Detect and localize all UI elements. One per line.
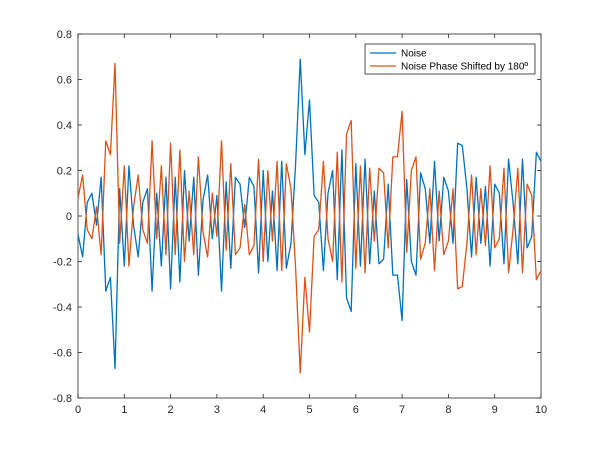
y-tick-label: 0 bbox=[66, 211, 72, 223]
series-layer bbox=[77, 58, 542, 374]
y-tick-label: -0.6 bbox=[53, 348, 72, 360]
series-line-2 bbox=[77, 62, 542, 374]
legend-label-2: Noise Phase Shifted by 180º bbox=[401, 62, 528, 73]
y-tick-label: 0.4 bbox=[57, 120, 72, 132]
plot-area bbox=[77, 33, 542, 399]
axes-box bbox=[77, 33, 542, 399]
x-tick-label: 0 bbox=[75, 404, 81, 416]
y-tick-label: -0.2 bbox=[53, 257, 72, 269]
y-tick-label: -0.4 bbox=[53, 302, 72, 314]
x-axis: 0 1 2 3 4 5 6 7 8 9 10 bbox=[75, 34, 547, 416]
x-tick-label: 2 bbox=[168, 404, 174, 416]
y-tick-label: 0.2 bbox=[57, 166, 72, 178]
x-tick-label: 10 bbox=[535, 404, 547, 416]
x-tick-label: 4 bbox=[260, 404, 266, 416]
x-tick-label: 8 bbox=[445, 404, 451, 416]
series-line-1 bbox=[77, 58, 542, 370]
y-tick-label: -0.8 bbox=[53, 393, 72, 405]
x-tick-label: 6 bbox=[353, 404, 359, 416]
legend: Noise Noise Phase Shifted by 180º bbox=[364, 43, 536, 75]
legend-box bbox=[364, 43, 536, 75]
y-tick-label: 0.6 bbox=[57, 75, 72, 87]
y-tick-label: 0.8 bbox=[57, 29, 72, 41]
x-tick-label: 5 bbox=[306, 404, 312, 416]
legend-label-1: Noise bbox=[401, 49, 427, 60]
y-axis: -0.8 -0.6 -0.4 -0.2 0 0.2 0.4 0.6 0.8 bbox=[53, 29, 541, 405]
x-tick-label: 3 bbox=[214, 404, 220, 416]
x-tick-label: 9 bbox=[492, 404, 498, 416]
x-tick-label: 1 bbox=[121, 404, 127, 416]
x-tick-label: 7 bbox=[399, 404, 405, 416]
